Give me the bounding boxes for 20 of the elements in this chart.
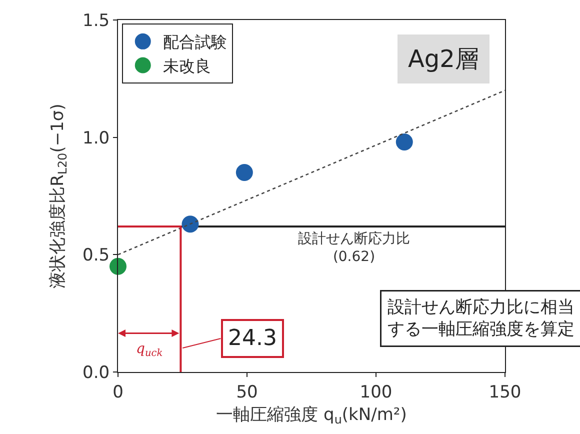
x-tick-label: 100 [360,382,392,402]
legend-label: 未改良 [162,56,211,76]
point [236,164,253,182]
annotation: 設計せん断応力比に相当する一軸圧縮強度を算定 [388,298,574,340]
point [182,216,199,233]
x-axis-title: 一軸圧縮強度 q$_{u}$(kN/m²) [216,404,407,426]
y-tick-label: 1.0 [82,128,110,148]
point [396,134,413,151]
x-tick-label: 50 [236,382,258,402]
legend-label: 配合試験 [162,32,227,52]
x-tick-label: 0 [112,382,124,402]
annotation: 24.3 [228,326,277,351]
ref-line-label: 設計せん断応力比 (0.62) [298,231,410,266]
annotation: q$_{uck}$ [136,341,163,359]
y-tick-label: 0.0 [82,362,110,383]
y-tick-label: 0.5 [82,246,110,266]
y-tick-label: 1.5 [82,10,110,31]
x-tick-label: 150 [488,382,522,402]
point [110,258,126,275]
annotation: Ag2層 [408,45,479,73]
